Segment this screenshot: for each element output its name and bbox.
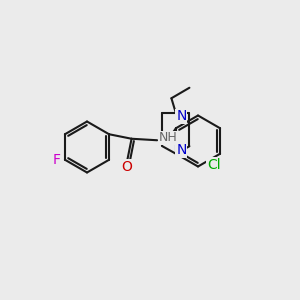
Text: O: O	[122, 160, 133, 174]
Text: N: N	[176, 143, 187, 157]
Text: Cl: Cl	[207, 158, 220, 172]
Text: F: F	[52, 153, 61, 167]
Text: N: N	[176, 109, 187, 123]
Text: NH: NH	[159, 131, 177, 144]
